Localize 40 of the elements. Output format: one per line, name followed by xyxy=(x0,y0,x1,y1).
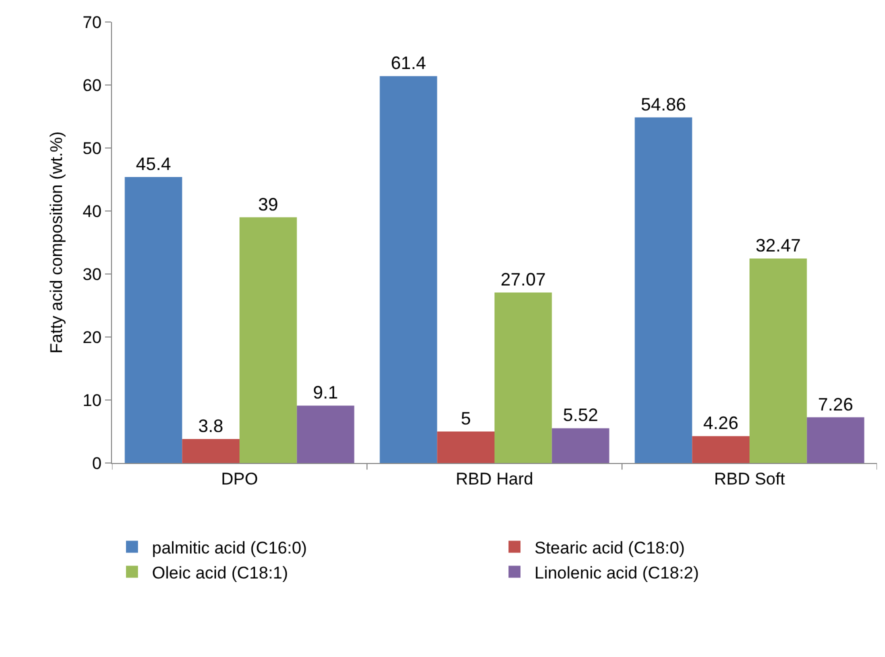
y-axis-title: Fatty acid composition (wt.%) xyxy=(47,131,66,354)
bar xyxy=(380,76,438,463)
data-label: 7.26 xyxy=(818,394,854,414)
x-tick-label: RBD Soft xyxy=(714,469,786,488)
x-tick-label: RBD Hard xyxy=(456,469,534,488)
y-tick-label: 30 xyxy=(82,264,102,284)
data-label: 3.8 xyxy=(198,416,224,436)
bar xyxy=(552,428,610,463)
bar xyxy=(634,117,692,463)
data-label: 27.07 xyxy=(500,269,546,290)
legend-label: Stearic acid (C18:0) xyxy=(534,538,685,558)
data-label: 61.4 xyxy=(390,53,426,74)
data-label: 45.4 xyxy=(136,154,171,174)
data-label: 54.86 xyxy=(640,94,686,114)
bar xyxy=(806,417,864,463)
legend-label: palmitic acid (C16:0) xyxy=(152,538,307,558)
bar xyxy=(750,258,807,463)
data-label: 39 xyxy=(258,194,278,214)
legend-label: Oleic acid (C18:1) xyxy=(152,563,288,582)
y-tick-label: 20 xyxy=(82,328,102,347)
data-label: 32.47 xyxy=(756,235,801,256)
data-label: 9.1 xyxy=(313,382,338,403)
data-label: 5 xyxy=(460,408,471,428)
y-tick-label: 10 xyxy=(82,390,102,410)
legend-label: Linolenic acid (C18:2) xyxy=(534,563,699,582)
bar xyxy=(437,432,494,463)
data-label: 4.26 xyxy=(703,413,738,434)
bar xyxy=(240,217,297,463)
bar xyxy=(182,439,240,463)
data-label: 5.52 xyxy=(563,405,598,426)
bar xyxy=(124,176,182,463)
y-tick-label: 70 xyxy=(82,12,102,32)
bar xyxy=(296,406,354,463)
y-tick-label: 60 xyxy=(82,76,102,95)
bar xyxy=(494,292,552,463)
x-tick-label: DPO xyxy=(221,469,258,488)
bar xyxy=(692,436,750,463)
y-tick-label: 50 xyxy=(82,138,102,158)
y-tick-label: 0 xyxy=(92,454,102,473)
y-tick-label: 40 xyxy=(82,202,102,221)
